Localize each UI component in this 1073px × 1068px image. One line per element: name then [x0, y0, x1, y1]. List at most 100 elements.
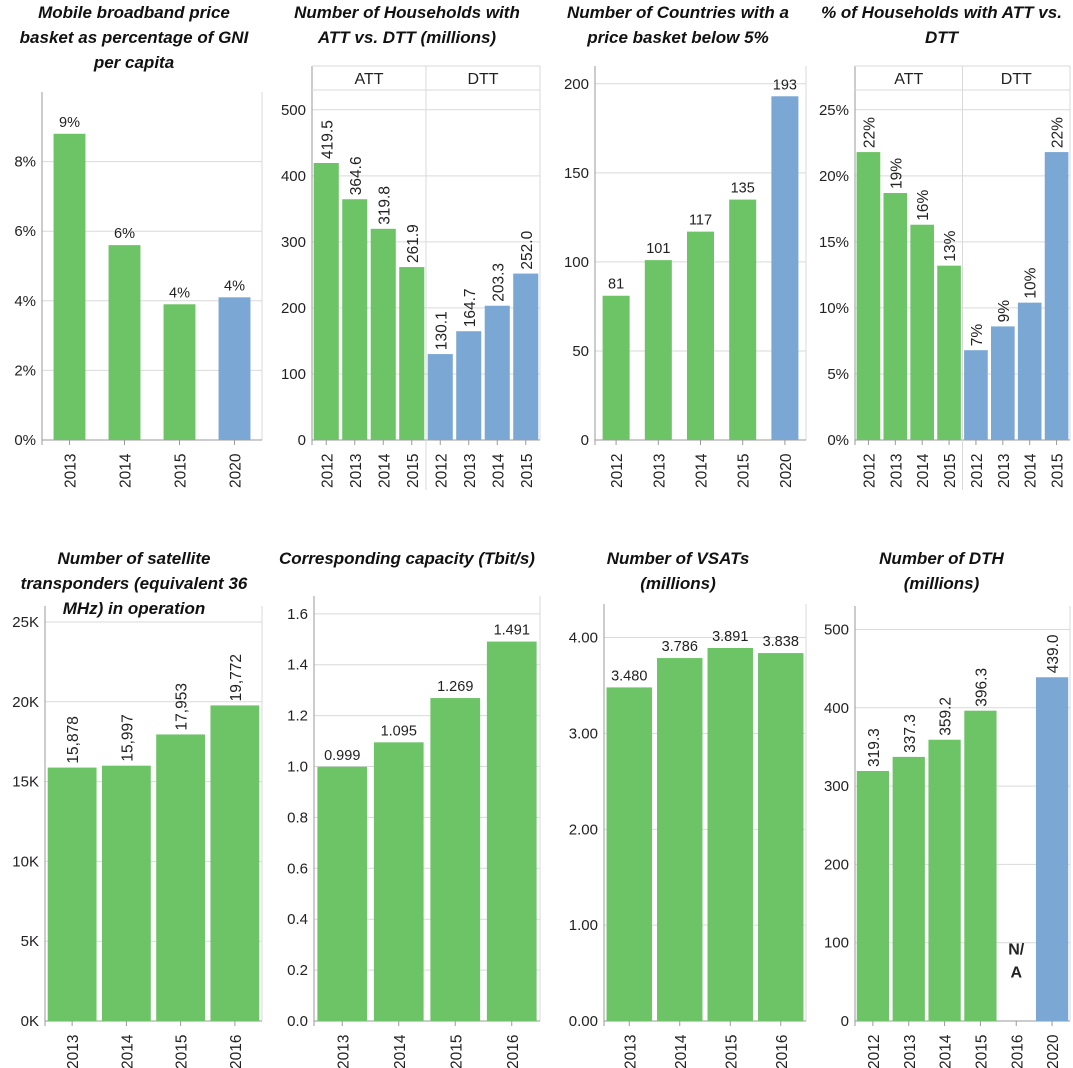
data-label: 81 [608, 277, 624, 293]
bar [686, 231, 715, 440]
x-tick-label: 2013 [996, 454, 1013, 488]
y-tick-label: 500 [824, 621, 849, 638]
x-tick-label: 2020 [228, 453, 245, 488]
data-label: 1.269 [437, 679, 473, 695]
x-tick-label: 2015 [405, 454, 422, 488]
x-tick-label: 2013 [888, 454, 905, 488]
chart-title: % of Households with ATT vs. DTT [821, 3, 1062, 47]
data-label: 101 [646, 241, 670, 257]
y-tick-label: 1.0 [287, 759, 308, 776]
y-tick-label: 100 [564, 254, 589, 271]
bar [47, 767, 97, 1021]
chart-svg: 0K 5K 10K 15K 20K 25K 15,878 2013 15,997 2014 17,9… [12, 606, 263, 1068]
chart-panel-households-att-dtt: Number of Households with ATT vs. DTT (m… [268, 0, 546, 500]
x-tick-label: 2016 [774, 1035, 791, 1068]
x-tick-label: 2020 [778, 453, 795, 488]
chart-title: Number of DTH (millions) [879, 549, 1004, 593]
bar [484, 305, 510, 440]
chart-svg: 0.00 1.00 2.00 3.00 4.00 3.480 2013 3.786 2014 3.… [569, 604, 807, 1068]
bar [313, 162, 339, 441]
data-label: 15,878 [65, 716, 82, 763]
x-tick-label: 2016 [228, 1035, 245, 1068]
data-label: 364.6 [348, 156, 365, 195]
data-label: 419.5 [319, 120, 336, 159]
chart-title: Mobile broadband price basket as percent… [19, 3, 249, 72]
x-tick-label: 2015 [174, 1035, 191, 1068]
y-tick-label: 4% [14, 293, 36, 310]
x-tick-label: 2015 [942, 454, 959, 488]
y-tick-label: 0 [841, 1013, 849, 1030]
data-label: 1.095 [381, 723, 417, 739]
bar [1044, 152, 1069, 440]
x-tick-label: 2014 [392, 1034, 409, 1068]
bar [108, 245, 141, 440]
y-tick-label: 500 [281, 102, 306, 119]
facet-label: DTT [1001, 71, 1032, 88]
bar [399, 267, 425, 440]
y-tick-label: 150 [564, 165, 589, 182]
y-tick-label: 5K [21, 933, 39, 950]
y-tick-label: 15K [12, 774, 39, 791]
data-label: 396.3 [973, 668, 990, 707]
data-label: 203.3 [490, 263, 507, 302]
data-label: 135 [731, 181, 755, 197]
bar [101, 765, 151, 1021]
chart-title: Number of Households with ATT vs. DTT (m… [294, 3, 520, 47]
data-label: 164.7 [462, 288, 479, 327]
x-tick-label: 2014 [938, 1034, 955, 1068]
bar [156, 734, 206, 1021]
data-label: 9% [996, 300, 1013, 323]
data-label: 261.9 [405, 224, 422, 263]
chart-panel-pct-households-att-dtt: % of Households with ATT vs. DTT 0% 5% 10%… [810, 0, 1073, 500]
x-tick-label: 2012 [609, 454, 626, 488]
y-tick-label: 25% [819, 102, 849, 119]
x-tick-label: 2014 [490, 453, 507, 488]
x-tick-label: 2015 [723, 1035, 740, 1068]
x-tick-label: 2012 [969, 454, 986, 488]
y-tick-label: 300 [281, 234, 306, 251]
bar [910, 224, 935, 440]
data-label: 439.0 [1045, 634, 1062, 673]
y-tick-label: 400 [824, 700, 849, 717]
bar [427, 354, 453, 440]
bar [856, 152, 881, 440]
bar [928, 739, 961, 1021]
facet-label: DTT [467, 71, 498, 88]
data-label: 117 [689, 213, 712, 229]
x-tick-label: 2014 [915, 453, 932, 488]
bar [606, 687, 652, 1021]
data-label: 3.786 [662, 639, 698, 655]
x-tick-label: 2012 [866, 1035, 883, 1068]
data-label: 22% [1050, 117, 1067, 148]
bar [644, 260, 672, 440]
y-tick-label: 0 [298, 432, 306, 449]
bar [218, 297, 251, 440]
x-tick-label: 2014 [119, 1034, 136, 1068]
data-label: 13% [942, 230, 959, 261]
bar [456, 331, 482, 440]
x-tick-label: 2013 [902, 1035, 919, 1068]
bar [210, 705, 260, 1021]
y-tick-label: 20K [12, 694, 39, 711]
y-tick-label: 0.0 [287, 1013, 308, 1030]
bar [707, 648, 753, 1021]
y-tick-label: 0.4 [287, 911, 308, 928]
chart-panel-mobile-broadband: Mobile broadband price basket as percent… [0, 0, 268, 500]
y-tick-label: 200 [564, 76, 589, 93]
y-tick-label: 0% [14, 432, 36, 449]
x-tick-label: 2013 [63, 454, 80, 488]
chart-panel-vsats: Number of VSATs (millions) 0.00 1.00 2.00 3… [546, 546, 810, 1068]
bar [964, 350, 988, 440]
y-tick-label: 0% [827, 432, 849, 449]
y-tick-label: 0.8 [287, 809, 308, 826]
chart-svg: 0 100 200 300 400 500 ATT DTT 419.5 2012 364.6 2013… [281, 65, 541, 490]
y-tick-label: 200 [281, 300, 306, 317]
y-tick-label: 1.6 [287, 606, 308, 623]
data-label: 10% [1023, 267, 1040, 298]
x-tick-label: 2015 [519, 454, 536, 488]
data-label: A [1010, 965, 1022, 982]
y-tick-label: 0.6 [287, 860, 308, 877]
x-tick-label: 2015 [448, 1035, 465, 1068]
facet-label: ATT [354, 71, 383, 88]
y-tick-label: 6% [14, 223, 36, 240]
